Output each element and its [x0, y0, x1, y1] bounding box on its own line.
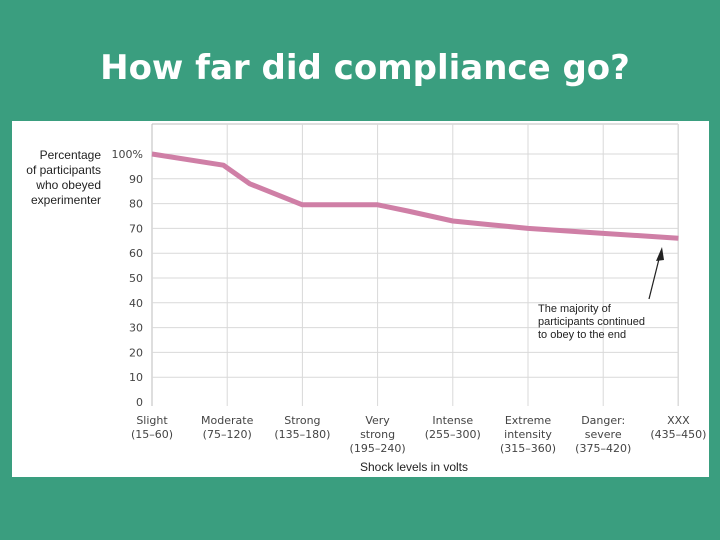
x-tick-label: Very — [365, 414, 390, 427]
annotation-arrow-shaft — [648, 254, 661, 300]
y-tick-label: 60 — [129, 247, 143, 260]
x-tick-label: intensity — [504, 428, 552, 441]
annotation-text: The majority of — [538, 303, 612, 315]
y-tick-label: 40 — [129, 297, 143, 310]
y-tick-label: 70 — [129, 222, 143, 235]
y-tick-label: 50 — [129, 272, 143, 285]
y-axis-title: Percentage — [40, 148, 102, 162]
y-tick-label: 30 — [129, 322, 143, 335]
slide-title: How far did compliance go? — [100, 48, 630, 88]
y-tick-label: 10 — [129, 371, 143, 384]
x-tick-label: Strong — [284, 414, 320, 427]
x-tick-label: Intense — [432, 414, 473, 427]
y-tick-label: 100% — [112, 148, 143, 161]
y-axis-title: of participants — [26, 163, 101, 177]
x-tick-label: (375–420) — [575, 442, 631, 455]
y-axis-title: who obeyed — [35, 178, 101, 192]
x-tick-label: Danger: — [581, 414, 625, 427]
x-tick-label: Extreme — [505, 414, 552, 427]
x-tick-label: (255–300) — [425, 428, 481, 441]
x-tick-label: Slight — [136, 414, 168, 427]
x-tick-label: (435–450) — [650, 428, 706, 441]
x-tick-label: severe — [585, 428, 622, 441]
y-tick-label: 0 — [136, 396, 143, 409]
x-tick-label: XXX — [667, 414, 690, 427]
x-tick-label: (195–240) — [350, 442, 406, 455]
annotation-arrowhead — [656, 247, 664, 261]
chart-panel: 0 10 20 30 40 50 60 70 80 90 100% Slight (15–60) Mode… — [12, 121, 709, 477]
x-tick-label: (135–180) — [274, 428, 330, 441]
annotation-text: participants continued — [538, 316, 645, 328]
y-tick-label: 80 — [129, 198, 143, 211]
series-line — [151, 151, 679, 241]
x-tick-label: (15–60) — [131, 428, 173, 441]
y-tick-label: 90 — [129, 173, 143, 186]
x-axis-title: Shock levels in volts — [360, 460, 468, 474]
x-tick-label: (315–360) — [500, 442, 556, 455]
x-tick-label: (75–120) — [203, 428, 252, 441]
obedience-line-chart: 0 10 20 30 40 50 60 70 80 90 100% Slight(15–60) Mode… — [26, 123, 706, 474]
x-tick-label: strong — [360, 428, 395, 441]
y-axis-title: experimenter — [31, 193, 101, 207]
x-tick-label: Moderate — [201, 414, 254, 427]
annotation-text: to obey to the end — [538, 329, 626, 341]
y-tick-label: 20 — [129, 346, 143, 359]
